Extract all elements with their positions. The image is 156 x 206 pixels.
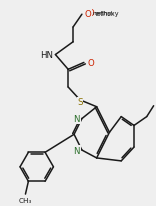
Text: O: O (88, 59, 95, 68)
Text: O: O (88, 9, 95, 18)
Text: N: N (73, 115, 80, 123)
Text: O: O (85, 10, 92, 19)
Text: CH₃: CH₃ (19, 197, 32, 203)
Text: S: S (77, 98, 83, 107)
Text: N: N (73, 146, 80, 155)
Text: methoxy: methoxy (91, 11, 119, 17)
Text: methyl: methyl (93, 11, 113, 16)
Text: HN: HN (40, 51, 54, 60)
